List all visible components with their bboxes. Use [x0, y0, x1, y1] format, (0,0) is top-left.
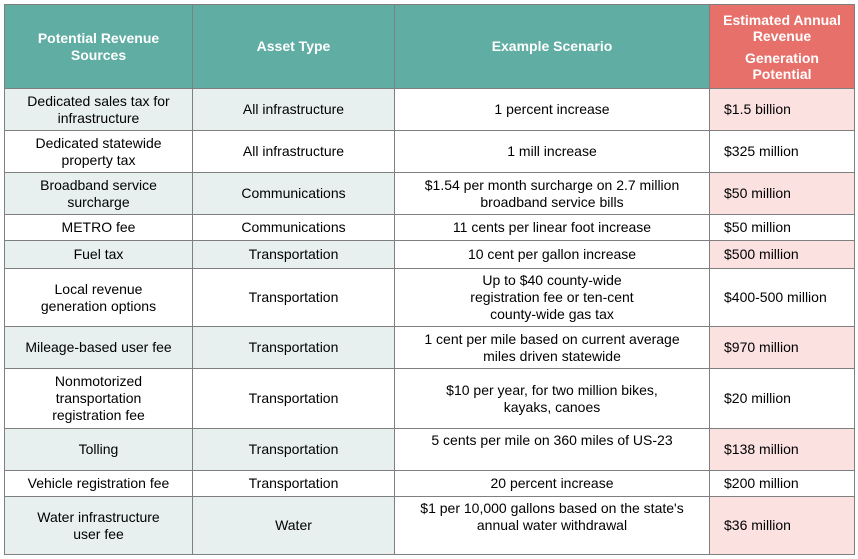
table-row: Water infrastructure user fee Water $1 per… [4, 496, 855, 555]
cell-asset-type: Transportation [192, 268, 395, 327]
cell-revenue: $1.5 billion [709, 88, 855, 131]
table-row: Tolling Transportation 5 cents per mile on… [4, 428, 855, 471]
cell-scenario: 11 cents per linear foot increase [394, 214, 710, 241]
table-row: Fuel tax Transportation 10 cent per gallon… [4, 240, 855, 269]
table-row: Nonmotorized transportation registration… [4, 368, 855, 429]
cell-source: Tolling [4, 428, 193, 471]
table-row: Vehicle registration fee Transportation 20… [4, 470, 855, 497]
cell-scenario: 1 cent per mile based on current average… [394, 326, 710, 369]
revenue-table-container: Potential Revenue Sources Asset Type Exa… [4, 4, 855, 555]
cell-asset-type: Communications [192, 172, 395, 215]
cell-source: Dedicated statewide property tax [4, 130, 193, 173]
cell-asset-type: Transportation [192, 326, 395, 369]
table-row: Broadband service surcharge Communication… [4, 172, 855, 215]
header-revenue: Estimated Annual Revenue Generation Pote… [709, 4, 855, 89]
cell-asset-type: Water [192, 496, 395, 555]
cell-source: Broadband service surcharge [4, 172, 193, 215]
table-row: METRO fee Communications 11 cents per line… [4, 214, 855, 241]
cell-source: Dedicated sales tax for infrastructure [4, 88, 193, 131]
cell-source: Water infrastructure user fee [4, 496, 193, 555]
cell-asset-type: Transportation [192, 470, 395, 497]
cell-revenue: $400-500 million [709, 268, 855, 327]
cell-source: Fuel tax [4, 240, 193, 269]
cell-asset-type: Transportation [192, 368, 395, 429]
cell-asset-type: Communications [192, 214, 395, 241]
cell-revenue: $50 million [709, 214, 855, 241]
cell-asset-type: Transportation [192, 428, 395, 471]
cell-source: METRO fee [4, 214, 193, 241]
table-row: Dedicated statewide property tax All infr… [4, 130, 855, 173]
cell-revenue: $138 million [709, 428, 855, 471]
cell-scenario: 10 cent per gallon increase [394, 240, 710, 269]
cell-revenue: $36 million [709, 496, 855, 555]
cell-scenario: 5 cents per mile on 360 miles of US-23 [394, 428, 710, 471]
cell-source: Mileage-based user fee [4, 326, 193, 369]
header-source: Potential Revenue Sources [4, 4, 193, 89]
cell-scenario: 1 percent increase [394, 88, 710, 131]
header-revenue-line1: Estimated Annual Revenue [723, 11, 841, 44]
cell-scenario: $10 per year, for two million bikes, kay… [394, 368, 710, 429]
cell-asset-type: Transportation [192, 240, 395, 269]
cell-scenario: $1 per 10,000 gallons based on the state… [394, 496, 710, 555]
table-row: Local revenue generation options Transpor… [4, 268, 855, 327]
cell-asset-type: All infrastructure [192, 130, 395, 173]
cell-revenue: $200 million [709, 470, 855, 497]
revenue-sources-table: Potential Revenue Sources Asset Type Exa… [4, 4, 855, 555]
cell-asset-type: All infrastructure [192, 88, 395, 131]
cell-revenue: $500 million [709, 240, 855, 269]
cell-scenario: 20 percent increase [394, 470, 710, 497]
table-row: Mileage-based user fee Transportation 1 ce… [4, 326, 855, 369]
cell-revenue: $325 million [709, 130, 855, 173]
header-row: Potential Revenue Sources Asset Type Exa… [4, 4, 855, 89]
header-asset-type: Asset Type [192, 4, 395, 89]
cell-scenario: $1.54 per month surcharge on 2.7 million… [394, 172, 710, 215]
cell-source: Nonmotorized transportation registration… [4, 368, 193, 429]
cell-revenue: $970 million [709, 326, 855, 369]
cell-scenario: 1 mill increase [394, 130, 710, 173]
cell-source: Local revenue generation options [4, 268, 193, 327]
header-revenue-line2: Generation Potential [745, 49, 819, 82]
cell-revenue: $20 million [709, 368, 855, 429]
table-row: Dedicated sales tax for infrastructure Al… [4, 88, 855, 131]
cell-source: Vehicle registration fee [4, 470, 193, 497]
header-scenario: Example Scenario [394, 4, 710, 89]
cell-revenue: $50 million [709, 172, 855, 215]
cell-scenario: Up to $40 county-wide registration fee o… [394, 268, 710, 327]
